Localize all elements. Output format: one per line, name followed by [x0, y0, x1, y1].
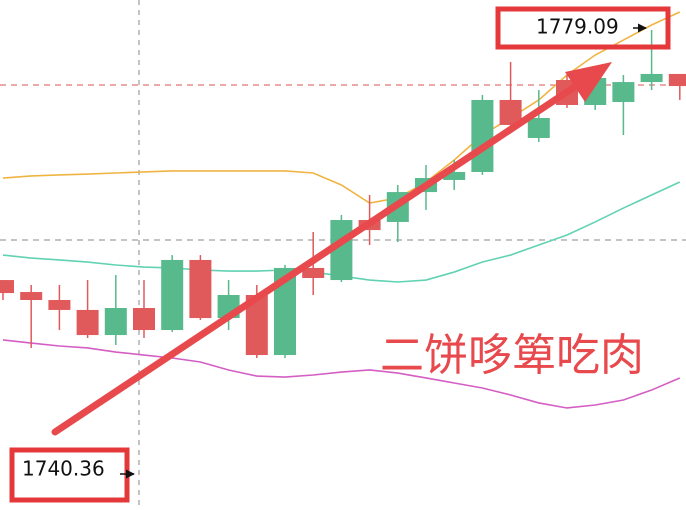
- price-label: 1779.09: [536, 14, 619, 38]
- candle-body: [668, 73, 686, 87]
- price-label: 1740.36: [22, 456, 105, 480]
- candle-body: [612, 82, 635, 103]
- candle-body: [245, 294, 268, 356]
- candle-body: [443, 171, 466, 180]
- overlay: 二饼哆箄吃肉 1740.36 1779.09: [9, 6, 671, 503]
- trend-arrow: [51, 76, 589, 436]
- candle-body: [104, 308, 127, 336]
- annotation: 二饼哆箄吃肉: [380, 330, 644, 381]
- candle-body: [471, 99, 494, 172]
- candle-body: [0, 280, 14, 294]
- candle-body: [274, 267, 296, 356]
- candle-body: [161, 259, 184, 331]
- candle-body: [48, 300, 71, 310]
- candle-body: [499, 99, 522, 125]
- candle-body: [133, 308, 155, 331]
- candle-body: [20, 292, 43, 301]
- candle-body: [640, 73, 663, 83]
- candle-body: [76, 309, 99, 336]
- trend-arrowhead: [565, 62, 612, 102]
- candle-body: [527, 117, 550, 138]
- candle-body: [189, 259, 212, 319]
- indicator-line: [2, 339, 681, 409]
- candle-body: [302, 267, 325, 278]
- price-box: [495, 6, 671, 50]
- plot-area: [0, 11, 686, 409]
